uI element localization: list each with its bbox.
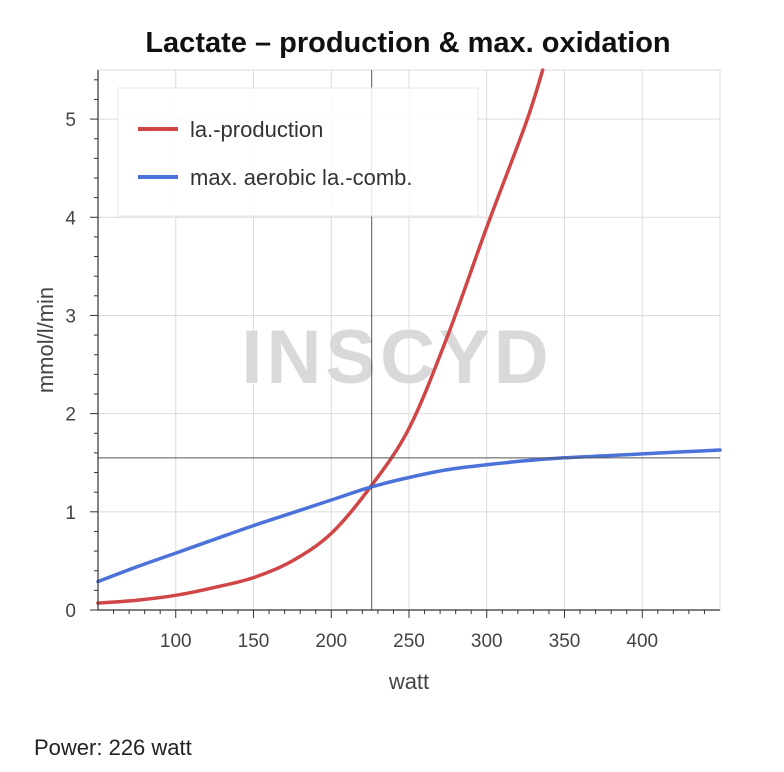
x-tick-label: 400 (626, 631, 658, 652)
legend-box (117, 87, 479, 217)
x-axis-label: watt (388, 669, 429, 694)
x-tick-label: 350 (549, 631, 581, 652)
x-tick-label: 250 (393, 631, 425, 652)
x-tick-label: 300 (471, 631, 503, 652)
series-layer (96, 68, 722, 605)
lactate-chart[interactable]: Lactate – production & max. oxidation IN… (0, 0, 784, 725)
y-tick-label: 5 (65, 110, 76, 131)
y-tick-label: 1 (65, 503, 76, 524)
y-tick-label: 2 (65, 405, 76, 426)
chart-title: Lactate – production & max. oxidation (145, 27, 670, 59)
x-axis-ticks: 100 150 200 250 300 350 400 (113, 610, 705, 652)
series-line-la-production (96, 68, 545, 605)
legend-label-la-production: la.-production (190, 117, 323, 142)
y-tick-label: 0 (65, 601, 76, 622)
x-tick-label: 100 (160, 631, 192, 652)
y-axis-label: mmol/l/min (33, 287, 58, 393)
x-tick-label: 150 (238, 631, 270, 652)
x-tick-label: 200 (315, 631, 347, 652)
power-readout: Power: 226 watt (34, 735, 192, 760)
watermark-logo: INSCYD (241, 315, 552, 400)
series-line-aerobic-comb (96, 448, 722, 584)
y-tick-label: 3 (65, 306, 76, 327)
y-tick-label: 4 (65, 208, 76, 229)
legend-label-aerobic-comb: max. aerobic la.-comb. (190, 165, 413, 190)
y-axis-ticks: 0 1 2 3 4 5 (65, 79, 98, 622)
legend[interactable]: la.-production max. aerobic la.-comb. (117, 87, 479, 217)
